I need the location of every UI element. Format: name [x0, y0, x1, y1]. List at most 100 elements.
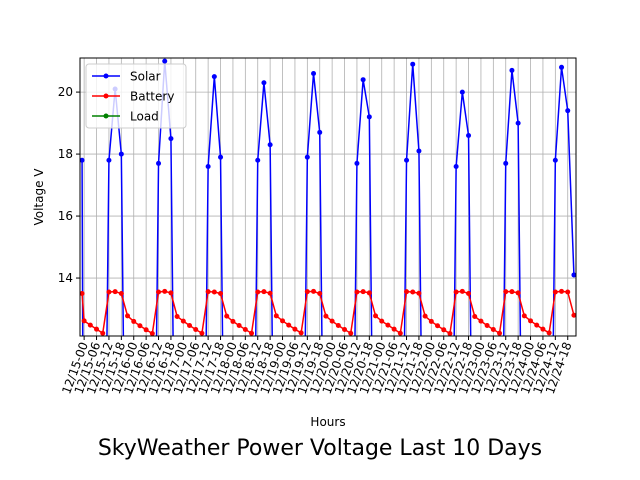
data-point — [366, 290, 372, 296]
data-point — [267, 290, 273, 296]
data-point — [137, 323, 143, 329]
data-point — [236, 322, 242, 328]
data-point — [218, 154, 224, 160]
data-point — [249, 330, 255, 336]
data-point — [441, 327, 447, 333]
data-point — [87, 322, 93, 328]
legend-marker — [103, 73, 109, 79]
data-point — [131, 318, 137, 324]
data-point — [459, 89, 465, 95]
chart-title: SkyWeather Power Voltage Last 10 Days — [98, 436, 542, 461]
data-point — [323, 313, 329, 319]
plot-frame — [79, 57, 577, 337]
y-tick-label: 20 — [58, 85, 73, 99]
data-point — [490, 326, 496, 332]
data-point — [354, 160, 360, 166]
data-point — [106, 289, 112, 295]
data-point — [292, 326, 298, 332]
data-point — [118, 291, 124, 297]
data-point — [317, 129, 323, 135]
data-point — [273, 313, 279, 319]
data-point — [80, 291, 85, 297]
x-axis-label: Hours — [310, 415, 345, 429]
data-point — [149, 331, 155, 336]
data-point — [81, 318, 87, 324]
data-point — [112, 289, 118, 295]
data-point — [255, 157, 261, 163]
data-point — [509, 289, 515, 295]
legend-marker — [103, 93, 109, 99]
data-point — [174, 313, 180, 319]
data-point — [559, 288, 565, 294]
data-point — [199, 330, 205, 336]
data-point — [497, 330, 503, 336]
data-point — [410, 61, 416, 67]
data-point — [478, 318, 484, 324]
data-point — [540, 326, 546, 332]
data-point — [416, 290, 422, 296]
legend: Solar Battery Load — [85, 63, 187, 129]
data-point — [242, 326, 248, 332]
plot-data — [80, 58, 576, 336]
data-point — [472, 313, 478, 319]
data-point — [180, 318, 186, 324]
data-point — [286, 322, 292, 328]
data-point — [385, 322, 391, 328]
data-point — [571, 312, 576, 318]
data-point — [230, 318, 236, 324]
data-point — [410, 289, 416, 295]
data-point — [100, 330, 106, 336]
legend-label: Load — [130, 110, 159, 124]
data-point — [168, 290, 174, 296]
data-point — [360, 77, 366, 83]
data-point — [571, 272, 576, 278]
data-point — [348, 330, 354, 336]
data-point — [261, 289, 267, 295]
data-point — [335, 322, 341, 328]
data-point — [404, 289, 410, 295]
data-point — [509, 67, 515, 73]
data-point — [484, 322, 490, 328]
data-point — [360, 289, 366, 295]
data-point — [205, 289, 211, 295]
data-point — [521, 313, 527, 319]
data-point — [311, 70, 317, 76]
data-point — [329, 318, 335, 324]
data-point — [546, 330, 552, 336]
data-point — [422, 313, 428, 319]
axes: 1416182012/15-0012/15-0612/15-1212/15-18… — [58, 85, 575, 396]
data-point — [447, 331, 453, 336]
legend-marker — [103, 113, 109, 119]
data-point — [397, 330, 403, 336]
data-point — [503, 160, 509, 166]
data-point — [311, 288, 317, 294]
data-point — [261, 80, 267, 86]
data-point — [143, 327, 149, 333]
data-point — [503, 289, 509, 295]
y-axis-label: Voltage V — [32, 168, 46, 226]
data-point — [565, 108, 571, 114]
data-point — [453, 163, 459, 169]
data-point — [416, 148, 422, 154]
data-point — [317, 291, 323, 297]
data-point — [304, 154, 310, 160]
data-point — [534, 322, 540, 328]
legend-label: Battery — [130, 90, 174, 104]
data-point — [162, 288, 168, 294]
data-point — [342, 326, 348, 332]
data-point — [428, 318, 434, 324]
data-point — [80, 157, 85, 163]
data-point — [559, 64, 565, 70]
data-point — [552, 157, 558, 163]
data-point — [156, 289, 162, 295]
data-point — [304, 289, 310, 295]
legend-box — [85, 63, 187, 129]
data-point — [565, 289, 571, 295]
data-point — [211, 289, 217, 295]
data-point — [404, 157, 410, 163]
data-point — [187, 322, 193, 328]
data-point — [193, 326, 199, 332]
data-point — [218, 291, 224, 297]
data-point — [267, 142, 273, 148]
